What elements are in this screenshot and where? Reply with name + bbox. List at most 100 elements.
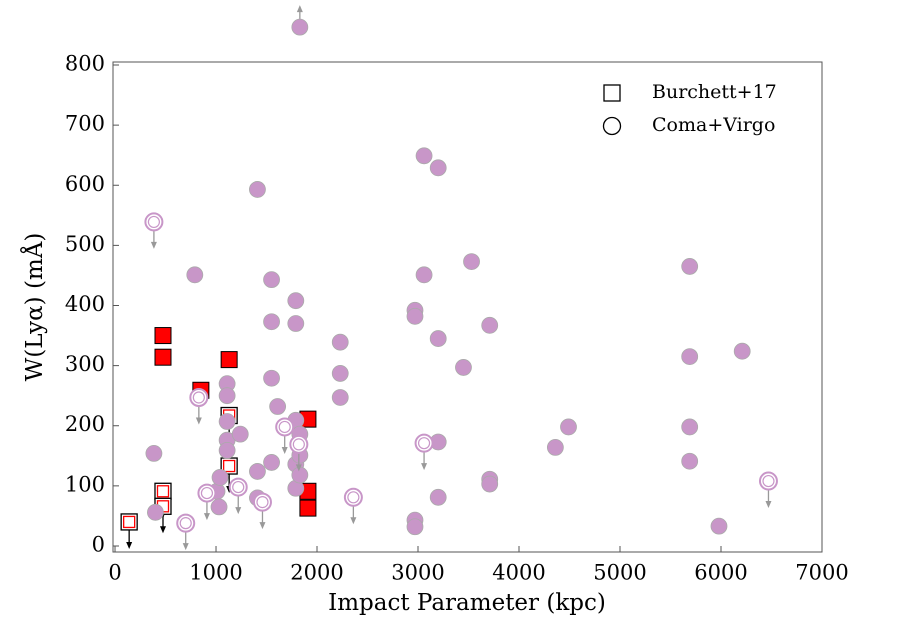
point (733, 342, 751, 360)
marker (269, 398, 287, 415)
marker-inner (256, 495, 269, 509)
y-tick-label: 600 (65, 172, 105, 196)
marker-inner (123, 515, 136, 529)
point (406, 518, 424, 536)
marker (263, 271, 280, 289)
marker (681, 418, 699, 436)
marker-inner (232, 480, 245, 494)
marker-inner (179, 517, 192, 530)
point (145, 444, 163, 462)
point (299, 499, 317, 517)
limit-arrow-head (295, 464, 302, 472)
marker (186, 266, 204, 284)
point (263, 454, 280, 471)
point (681, 348, 699, 366)
point (218, 387, 236, 405)
marker (560, 418, 577, 436)
limit-arrow-head (350, 517, 357, 525)
marker (463, 253, 480, 271)
limit-arrow-head (195, 417, 202, 425)
point (415, 266, 433, 284)
marker (331, 389, 349, 406)
point (189, 387, 209, 425)
y-tick-label: 500 (65, 232, 105, 256)
marker (291, 18, 309, 36)
marker (406, 518, 424, 536)
point (291, 466, 309, 484)
point (147, 503, 164, 521)
marker (331, 365, 349, 382)
marker (218, 441, 236, 459)
point (275, 417, 295, 454)
limit-arrow-head (235, 507, 242, 515)
marker-inner (417, 437, 431, 450)
marker-inner (278, 420, 291, 434)
point (331, 365, 349, 382)
marker (429, 159, 447, 177)
point (252, 492, 272, 530)
limit-arrow-head (296, 5, 303, 13)
limit-arrow-head (203, 513, 210, 521)
legend-marker (602, 116, 622, 136)
point (415, 147, 433, 165)
limit-arrow-head (182, 543, 189, 551)
point (481, 316, 499, 334)
point (758, 471, 778, 509)
point (681, 418, 699, 436)
marker (220, 351, 238, 369)
point (220, 351, 238, 369)
marker (211, 469, 229, 486)
y-tick-label: 400 (65, 292, 105, 316)
point (429, 159, 447, 177)
point (343, 487, 363, 525)
marker (145, 444, 163, 462)
x-tick-label: 2000 (290, 561, 343, 585)
point (429, 488, 447, 506)
marker (299, 499, 317, 517)
y-tick-label: 200 (65, 412, 105, 436)
point (144, 212, 164, 249)
marker (218, 387, 236, 405)
marker (481, 316, 499, 334)
point (211, 469, 229, 486)
marker (154, 348, 172, 366)
point (176, 513, 196, 551)
point (231, 425, 249, 443)
legend-label: Burchett+17 (652, 81, 777, 103)
point (429, 330, 447, 347)
y-tick-label: 700 (65, 112, 105, 136)
point (249, 181, 266, 198)
limit-arrow-head (281, 446, 288, 454)
x-tick-label: 6000 (694, 561, 747, 585)
marker (415, 147, 433, 165)
marker (263, 313, 280, 331)
point (455, 359, 472, 376)
marker (331, 333, 349, 351)
marker (429, 488, 447, 506)
point (289, 434, 309, 472)
legend-label: Coma+Virgo (652, 114, 775, 136)
marker (406, 307, 424, 325)
marker (415, 266, 433, 284)
point (331, 389, 349, 406)
marker-inner (222, 459, 236, 473)
plot-frame (112, 61, 823, 553)
marker (455, 359, 472, 376)
marker (287, 315, 305, 332)
marker (429, 330, 447, 347)
marker (263, 369, 280, 387)
point (154, 348, 172, 366)
marker (249, 181, 266, 198)
point (249, 463, 266, 480)
point (546, 438, 564, 456)
point (287, 292, 305, 310)
marker (546, 438, 564, 456)
marker (120, 513, 138, 531)
point (463, 253, 480, 271)
point (681, 452, 699, 470)
marker (681, 348, 699, 366)
point (263, 313, 280, 331)
point (228, 477, 248, 515)
point (710, 517, 728, 535)
point (291, 5, 309, 36)
